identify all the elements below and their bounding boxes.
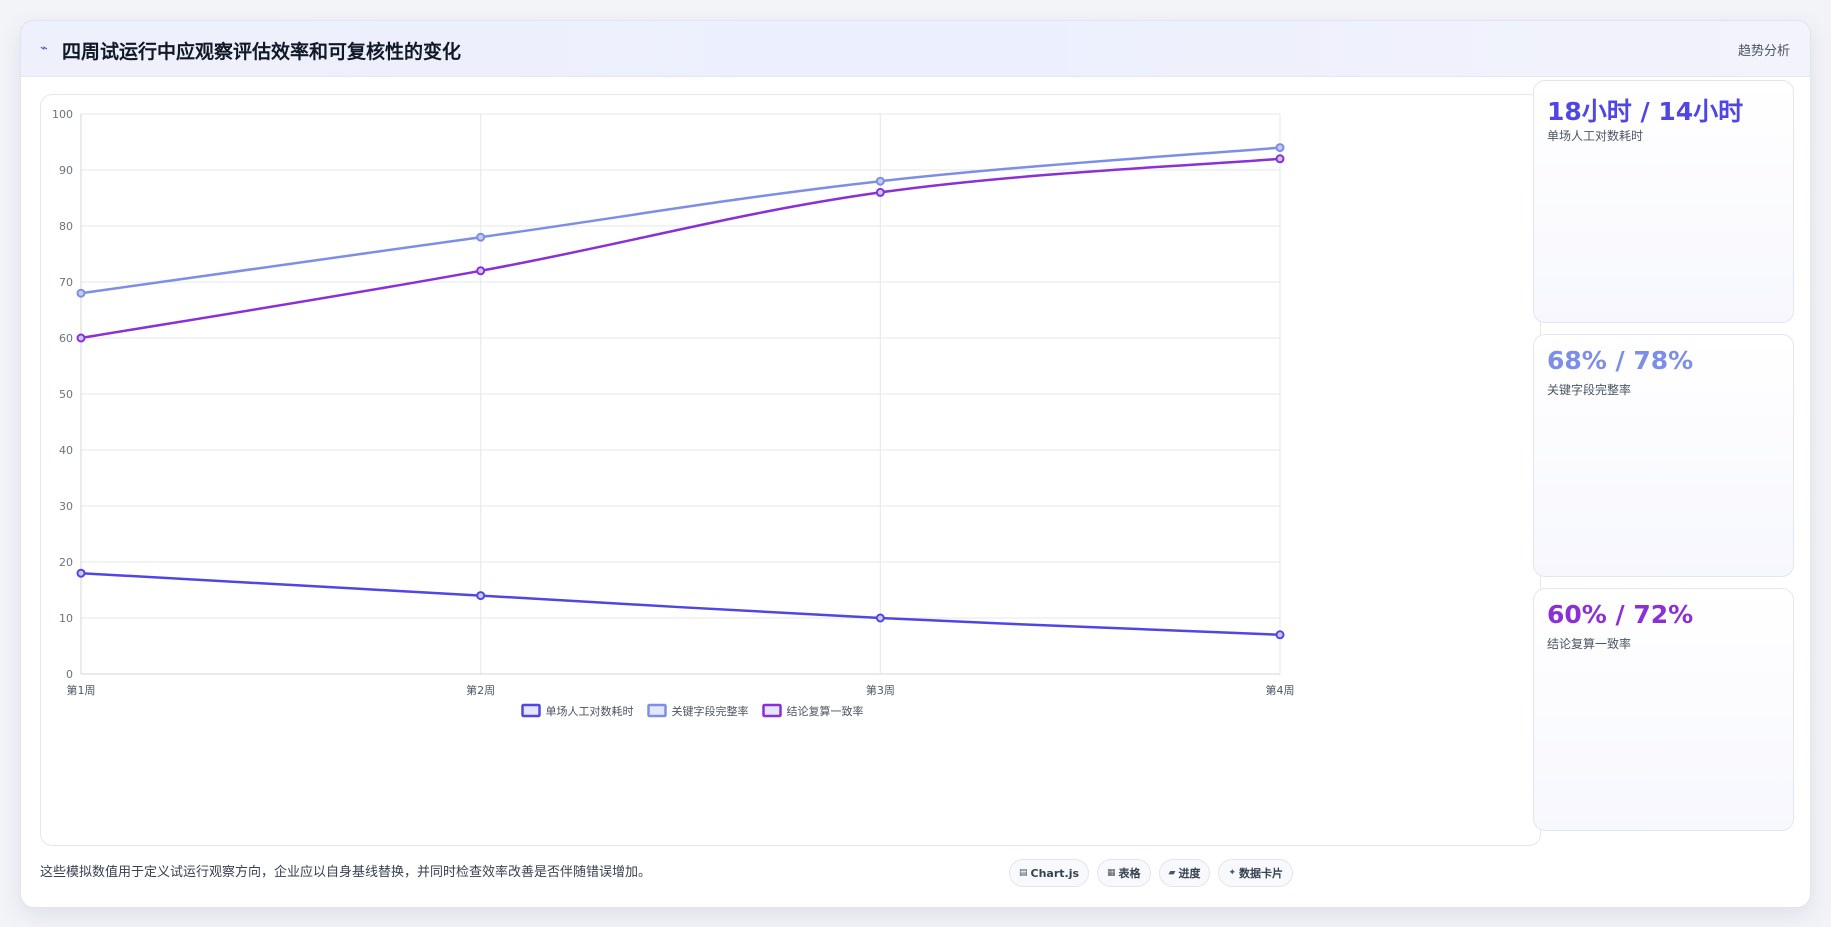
footnote: 这些模拟数值用于定义试运行观察方向，企业应以自身基线替换，并同时检查效率改善是否…: [40, 865, 652, 880]
chart-icon: ▤: [1019, 868, 1028, 878]
y-tick-label: 100: [52, 108, 73, 121]
chip-chartjs[interactable]: ▤ Chart.js: [1009, 859, 1090, 887]
trend-line-icon: ⌁: [40, 41, 48, 56]
stat-card-recompute-consistency: 60% / 72% 结论复算一致率: [1533, 588, 1794, 831]
data-point: [476, 591, 486, 601]
table-icon: ▦: [1107, 868, 1116, 878]
progress-icon: ▰: [1168, 868, 1176, 878]
chip-progress[interactable]: ▰ 进度: [1158, 859, 1211, 887]
data-point: [1275, 630, 1285, 640]
chart-panel: 0 10 20 30 40 50 60 70 80 90 100 第1周 第2周 第3周 第4周单场人工对数…: [40, 94, 1541, 846]
y-tick-label: 40: [59, 444, 73, 457]
x-tick-label: 第1周: [67, 683, 96, 697]
y-tick-label: 70: [59, 276, 73, 289]
chip-label: 进度: [1178, 867, 1201, 880]
legend-swatch: [762, 703, 782, 718]
x-tick-label: 第2周: [466, 683, 495, 697]
data-point: [1275, 154, 1285, 164]
legend-label: 单场人工对数耗时: [546, 704, 634, 718]
legend-label: 关键字段完整率: [672, 704, 749, 718]
data-point: [76, 288, 86, 298]
legend-label: 结论复算一致率: [787, 704, 864, 718]
y-tick-label: 30: [59, 500, 73, 513]
series-line-3: [80, 157, 1281, 340]
y-tick-label: 0: [66, 668, 73, 681]
data-point: [875, 187, 885, 197]
stat-label: 结论复算一致率: [1547, 637, 1632, 651]
y-tick-label: 90: [59, 164, 73, 177]
y-tick-label: 60: [59, 332, 73, 345]
data-point: [76, 568, 86, 578]
line-chart: 0 10 20 30 40 50 60 70 80 90 100 第1周 第2周 第3周 第4周单场人工对数…: [52, 108, 1295, 718]
x-tick-label: 第4周: [1266, 683, 1295, 697]
stat-label: 单场人工对数耗时: [1547, 129, 1644, 143]
x-tick-label: 第3周: [866, 683, 895, 697]
legend-swatch: [521, 703, 541, 718]
data-point: [476, 232, 486, 242]
chart-card: ⌁ 四周试运行中应观察评估效率和可复核性的变化 趋势分析 0 10 20 30 40 50…: [20, 20, 1811, 908]
data-point: [476, 266, 486, 276]
chip-table[interactable]: ▦ 表格: [1097, 859, 1151, 887]
chip-label: 表格: [1118, 867, 1141, 880]
chart-title: 四周试运行中应观察评估效率和可复核性的变化: [62, 41, 462, 63]
stat-card-manual-time: 18小时 / 14小时 单场人工对数耗时: [1533, 80, 1794, 323]
chip-row: ▤ Chart.js ▦ 表格 ▰ 进度 ✦ 数据卡片: [1009, 859, 1294, 887]
y-tick-label: 50: [59, 388, 73, 401]
y-tick-label: 10: [59, 612, 73, 625]
y-tick-label: 20: [59, 556, 73, 569]
chip-label: Chart.js: [1030, 866, 1080, 880]
card-header: ⌁ 四周试运行中应观察评估效率和可复核性的变化 趋势分析: [21, 21, 1810, 77]
chip-data-cards[interactable]: ✦ 数据卡片: [1218, 859, 1294, 887]
data-point: [1275, 143, 1285, 153]
data-point: [76, 333, 86, 343]
data-point: [875, 613, 885, 623]
stat-card-field-completeness: 68% / 78% 关键字段完整率: [1533, 334, 1794, 577]
series-line-1: [80, 571, 1281, 637]
y-tick-label: 80: [59, 220, 73, 233]
stat-value: 60% / 72%: [1547, 600, 1694, 629]
sparkle-icon: ✦: [1228, 868, 1237, 878]
stat-value: 18小时 / 14小时: [1547, 97, 1744, 126]
data-point: [875, 176, 885, 186]
series-line-2: [80, 146, 1281, 295]
trend-analysis-label: 趋势分析: [1737, 44, 1790, 59]
legend-swatch: [647, 703, 667, 718]
chip-label: 数据卡片: [1239, 867, 1284, 880]
stat-value: 68% / 78%: [1547, 346, 1694, 375]
stat-label: 关键字段完整率: [1547, 383, 1632, 397]
